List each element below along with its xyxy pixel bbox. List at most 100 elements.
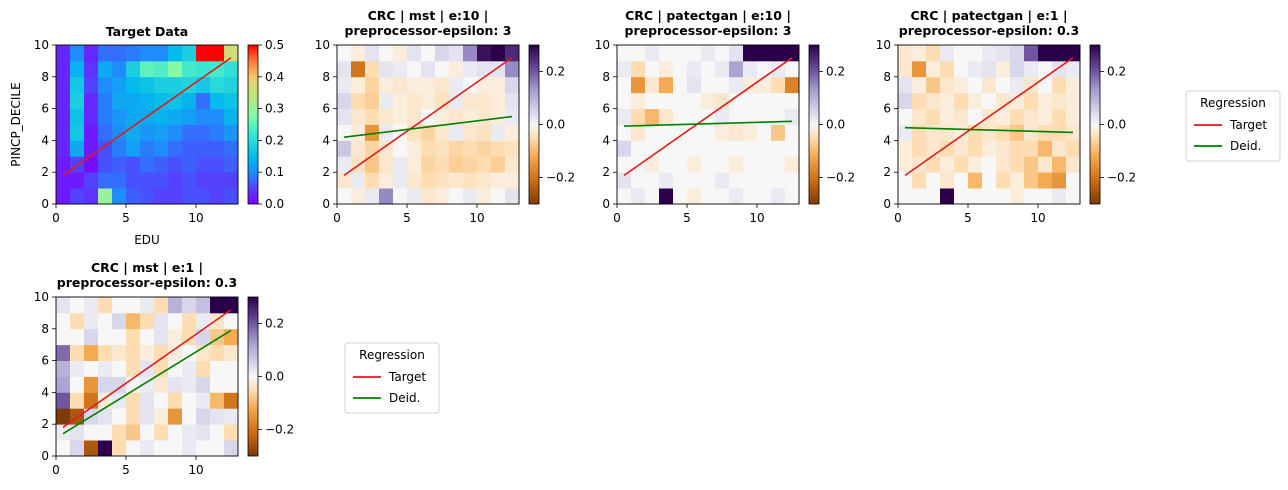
heatmap-cell <box>463 92 478 109</box>
heatmap-cell <box>926 124 941 141</box>
heatmap-cell <box>112 408 127 425</box>
x-tick-label: 0 <box>52 463 60 477</box>
heatmap-cell <box>785 140 800 157</box>
heatmap-cell <box>407 60 422 78</box>
colorbar-tick-label: 0.0 <box>265 197 284 211</box>
heatmap-cell <box>912 188 927 205</box>
heatmap-cell <box>1038 108 1053 125</box>
heatmap-cell <box>126 60 141 78</box>
heatmap-cell <box>393 76 408 94</box>
heatmap-cell <box>337 108 352 125</box>
heatmap-cell <box>491 156 506 173</box>
heatmap-cell <box>729 172 744 189</box>
heatmap-cell <box>126 92 141 109</box>
heatmap-cell <box>84 124 99 141</box>
heatmap-cell <box>1024 92 1039 109</box>
heatmap-cell <box>210 424 225 441</box>
x-tick-label: 10 <box>469 211 484 225</box>
deid-regression-line <box>904 126 1074 134</box>
heatmap-cell <box>743 124 758 141</box>
heatmap-cell <box>379 45 394 62</box>
heatmap-cell <box>449 45 464 62</box>
heatmap-cell <box>70 344 85 361</box>
heatmap-cell <box>968 76 983 94</box>
heatmap-cell <box>982 172 997 189</box>
y-axis-label: PINCP_DECILE <box>9 82 23 166</box>
heatmap-cell <box>729 76 744 94</box>
heatmap-cell <box>1024 124 1039 141</box>
heatmap-cell <box>1024 188 1039 205</box>
heatmap-cell <box>1052 140 1067 157</box>
heatmap-cell <box>154 124 169 141</box>
heatmap-cell <box>98 45 113 62</box>
heatmap-cell <box>898 92 913 109</box>
heatmap-cell <box>701 45 716 62</box>
heatmap-cell <box>140 392 155 409</box>
heatmap-cell <box>1038 76 1053 94</box>
heatmap-cell <box>701 124 716 141</box>
heatmap-cell <box>785 92 800 109</box>
heatmap-cell <box>940 60 955 78</box>
y-tick-label: 2 <box>883 165 891 179</box>
heatmap-cell <box>701 60 716 78</box>
heatmap-cell <box>182 344 197 361</box>
heatmap-cells <box>617 45 800 205</box>
heatmap-cell <box>196 76 211 94</box>
colorbar-tick-label: 0.0 <box>826 118 845 132</box>
heatmap-cell <box>56 92 71 109</box>
heatmap-cell <box>659 108 674 125</box>
heatmap-cell <box>210 440 225 457</box>
heatmap-cell <box>84 392 99 409</box>
colorbar-tick-label: 0.2 <box>265 317 284 331</box>
heatmap-cell <box>98 360 113 377</box>
heatmap-cell <box>210 156 225 173</box>
heatmap-cell <box>126 156 141 173</box>
heatmap-cell <box>70 92 85 109</box>
x-tick-label: 0 <box>52 211 60 225</box>
heatmap-cell <box>70 60 85 78</box>
heatmap-cell <box>168 392 183 409</box>
heatmap-cell <box>84 92 99 109</box>
heatmap-cell <box>70 124 85 141</box>
heatmap-cell <box>112 344 127 361</box>
heatmap-cell <box>196 312 211 330</box>
heatmap-cell <box>491 124 506 141</box>
heatmap-cell <box>645 188 660 205</box>
colorbar-tick-label: 0.2 <box>265 133 284 147</box>
heatmap-cell <box>785 124 800 141</box>
heatmap-cell <box>210 45 225 62</box>
x-tick-label: 0 <box>333 211 341 225</box>
heatmap-cell <box>154 312 169 330</box>
heatmap-cell <box>337 45 352 62</box>
y-tick-label: 6 <box>602 102 610 116</box>
plot-frame <box>55 44 239 205</box>
heatmap-cell <box>743 92 758 109</box>
heatmap-cell <box>224 297 239 314</box>
heatmap-cell <box>645 108 660 125</box>
heatmap-cell <box>912 76 927 94</box>
heatmap-cell <box>70 440 85 457</box>
heatmap-cell <box>968 92 983 109</box>
heatmap-cell <box>196 408 211 425</box>
heatmap-cell <box>126 328 141 346</box>
heatmap-cell <box>1024 140 1039 157</box>
heatmap-cell <box>715 188 730 205</box>
heatmap-cell <box>912 156 927 173</box>
heatmap-cell <box>70 108 85 125</box>
heatmap-cell <box>729 60 744 78</box>
heatmap-cell <box>701 140 716 157</box>
heatmap-cell <box>154 156 169 173</box>
heatmap-cell <box>715 156 730 173</box>
heatmap-cells <box>898 45 1081 205</box>
heatmap-cell <box>224 188 239 205</box>
heatmap-cell <box>912 108 927 125</box>
heatmap-cell <box>1038 172 1053 189</box>
target-regression-line <box>343 57 513 177</box>
heatmap-cell <box>182 124 197 141</box>
heatmap-cell <box>112 60 127 78</box>
heatmap-cell <box>743 172 758 189</box>
heatmap-cell <box>407 188 422 205</box>
heatmap-cell <box>645 140 660 157</box>
heatmap-cell <box>56 297 71 314</box>
deid-regression-line <box>343 115 513 139</box>
